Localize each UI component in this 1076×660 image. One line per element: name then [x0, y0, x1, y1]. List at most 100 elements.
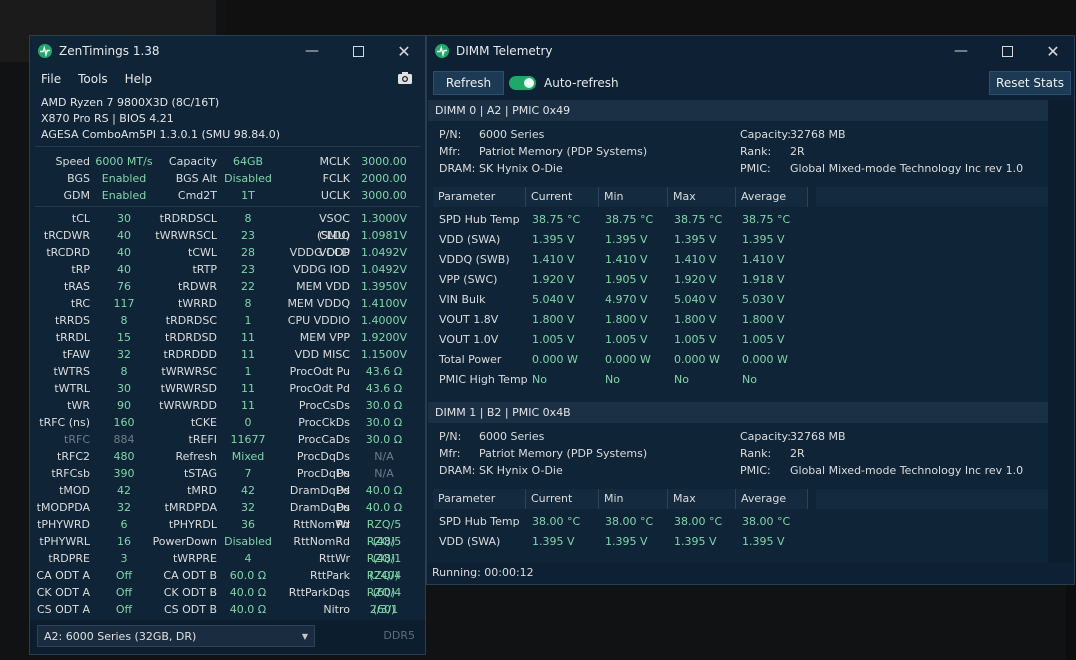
info-label: Mfr: — [439, 145, 461, 158]
refresh-button[interactable]: Refresh — [433, 71, 504, 95]
menu-tools[interactable]: Tools — [78, 72, 108, 86]
timing-label: ProcOdt Pd — [289, 382, 350, 395]
close-button[interactable]: ✕ — [1046, 41, 1060, 61]
timing-value: Enabled — [101, 189, 147, 202]
info-label: Mfr: — [439, 447, 461, 460]
timing-label: VDD MISC — [294, 348, 350, 361]
timing-label: tRC — [70, 297, 90, 310]
timing-value: 32 — [241, 501, 255, 514]
column-header: Max — [668, 187, 736, 207]
timing-label: ProcOdt Pu — [289, 365, 350, 378]
timing-label: Cmd2T — [177, 189, 217, 202]
zentimings-window: ZenTimings 1.38 — ✕ File Tools Help AMD … — [29, 35, 426, 655]
timing-value: 3000.00 — [361, 155, 407, 168]
info-value: 6000 Series — [479, 430, 545, 443]
timing-label: PowerDown — [152, 535, 217, 548]
timing-value: 11 — [241, 399, 255, 412]
column-header: Average — [736, 489, 808, 509]
info-value: Global Mixed-mode Technology Inc rev 1.0 — [790, 162, 1024, 175]
parameter-value: 38.75 °C — [605, 213, 654, 226]
timing-value: 6000 MT/s — [95, 155, 153, 168]
dimm-select-dropdown[interactable]: A2: 6000 Series (32GB, DR) ▼ — [37, 625, 315, 647]
menu-file[interactable]: File — [41, 72, 62, 86]
parameter-value: 1.905 V — [605, 273, 648, 286]
timing-value: Disabled — [224, 172, 272, 185]
timing-value: Enabled — [101, 172, 147, 185]
parameter-value: 1.005 V — [742, 333, 785, 346]
timing-value: 40.0 Ω — [365, 501, 403, 514]
timing-label: tRFC — [64, 433, 90, 446]
parameter-value: 1.800 V — [532, 313, 575, 326]
timing-label: VDDG CCD — [289, 246, 350, 259]
timing-label: ProcCsDs — [298, 399, 350, 412]
info-label: Capacity: — [740, 430, 791, 443]
info-label: Rank: — [740, 447, 772, 460]
timing-label: tRAS — [63, 280, 90, 293]
pulse-app-icon — [435, 44, 449, 58]
timing-value: 3000.00 — [361, 189, 407, 202]
maximize-button[interactable] — [335, 36, 381, 66]
minimize-button[interactable]: — — [305, 43, 319, 59]
timing-label: tWR — [67, 399, 90, 412]
timing-value: 8 — [120, 365, 128, 378]
parameter-value: 5.040 V — [674, 293, 717, 306]
parameter-value: 38.00 °C — [532, 515, 581, 528]
timing-label: tRDPRE — [48, 552, 90, 565]
close-button[interactable]: ✕ — [397, 41, 411, 61]
parameter-name: SPD Hub Temp — [439, 213, 520, 226]
timing-value: 1.4000V — [360, 314, 407, 327]
parameter-value: 38.00 °C — [605, 515, 654, 528]
scrollbar-track[interactable] — [1048, 100, 1074, 562]
status-text: Running: 00:00:12 — [432, 566, 534, 579]
timing-label: FCLK — [322, 172, 350, 185]
dimm-select-value: A2: 6000 Series (32GB, DR) — [44, 630, 197, 643]
minimize-button[interactable]: — — [954, 43, 968, 59]
parameter-name: VOUT 1.8V — [439, 313, 499, 326]
timing-value: 390 — [113, 467, 135, 480]
timing-value: Disabled — [224, 535, 272, 548]
parameter-name: VDD (SWA) — [439, 535, 501, 548]
parameter-value: 1.918 V — [742, 273, 785, 286]
screenshot-camera-icon[interactable] — [397, 71, 413, 87]
column-header: Parameter — [433, 489, 526, 509]
timing-value: 11 — [241, 348, 255, 361]
timing-label: tRDRDDD — [163, 348, 217, 361]
timing-value: 30.0 Ω — [365, 399, 403, 412]
timing-label: tWRWRDD — [159, 399, 217, 412]
timing-label: MEM VDDQ — [287, 297, 350, 310]
column-header: Parameter — [433, 187, 526, 207]
menu-help[interactable]: Help — [124, 72, 153, 86]
column-header: Current — [526, 489, 599, 509]
parameter-value: 0.000 W — [674, 353, 720, 366]
parameter-value: 1.410 V — [742, 253, 785, 266]
timing-value: 884 — [113, 433, 135, 446]
timing-label: tRRDS — [54, 314, 90, 327]
timing-value: RZQ/5 (48) — [366, 518, 402, 548]
auto-refresh-toggle[interactable] — [509, 76, 536, 90]
info-label: Capacity: — [740, 128, 791, 141]
timing-label: ProcDqDs Pu — [296, 450, 350, 480]
info-label: PMIC: — [740, 162, 771, 175]
parameter-value: 1.395 V — [674, 233, 717, 246]
column-header: Current — [526, 187, 599, 207]
parameter-value: No — [605, 373, 620, 386]
timing-label: GDM — [63, 189, 91, 202]
zentimings-titlebar: ZenTimings 1.38 — ✕ — [30, 36, 425, 66]
timing-value: 28 — [241, 246, 255, 259]
parameter-value: 0.000 W — [532, 353, 578, 366]
timing-value: 76 — [117, 280, 131, 293]
info-value: Patriot Memory (PDP Systems) — [479, 447, 648, 460]
timing-value: 30 — [117, 382, 131, 395]
reset-stats-button[interactable]: Reset Stats — [989, 71, 1071, 95]
timing-value: RZQ/4 (60) — [366, 569, 402, 599]
dimm-toolbar: Refresh Auto-refresh Reset Stats — [427, 66, 1074, 100]
timing-value: Off — [115, 569, 133, 582]
timing-label: tCWL — [188, 246, 217, 259]
timing-label: tRFCsb — [51, 467, 90, 480]
timing-value: 15 — [117, 331, 131, 344]
timing-value: 43.6 Ω — [365, 365, 403, 378]
timing-label: MEM VDD — [296, 280, 350, 293]
timing-label: ProcCkDs — [298, 416, 350, 429]
parameter-value: 1.395 V — [605, 233, 648, 246]
maximize-button[interactable] — [984, 36, 1030, 66]
